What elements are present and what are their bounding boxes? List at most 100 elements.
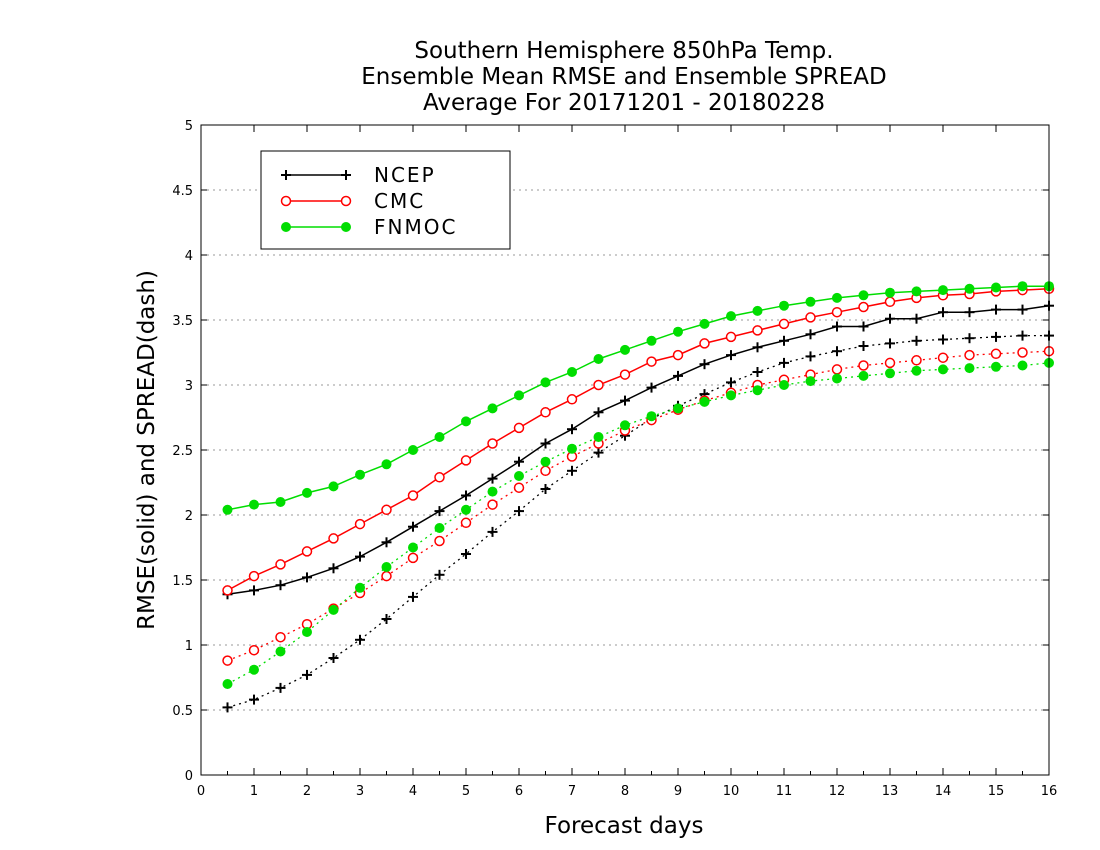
rmse-point-ncep [858,321,869,332]
spread-point-fnmoc [302,627,312,637]
rmse-point-cmc [805,312,816,323]
y-tick-label: 3.5 [172,314,193,329]
spread-line-ncep [227,334,1049,709]
spread-point-ncep [991,331,1001,342]
rmse-point-fnmoc [540,377,551,388]
rmse-point-fnmoc [779,300,789,311]
title-line-3: Average For 20171201 - 20180228 [423,90,825,116]
spread-point-cmc [990,348,1002,360]
x-tick-label: 1 [250,784,258,799]
spread-point-fnmoc [540,456,551,467]
legend-label: CMC [374,189,425,213]
series-fnmoc [222,281,1054,689]
spread-point-fnmoc [275,646,286,657]
title-line-1: Southern Hemisphere 850hPa Temp. [414,38,833,64]
rmse-point-cmc [831,306,843,318]
spread-point-cmc [407,552,419,564]
spread-point-ncep [885,338,895,349]
rmse-point-cmc [752,325,763,336]
rmse-point-cmc [407,490,419,501]
rmse-point-fnmoc [805,296,816,307]
legend-label: NCEP [374,163,436,187]
y-tick-label: 0 [185,769,193,784]
y-tick-label: 1.5 [172,574,193,589]
spread-point-fnmoc [646,411,657,422]
rmse-point-ncep [567,424,577,435]
x-tick-label: 11 [776,784,793,799]
spread-point-cmc [222,655,233,666]
y-tick-label: 3 [185,379,193,394]
x-tick-label: 8 [621,784,629,799]
x-tick-label: 3 [356,784,364,799]
rmse-point-fnmoc [646,335,657,346]
spread-point-cmc [964,349,975,361]
rmse-point-fnmoc [249,499,259,510]
rmse-point-ncep [514,456,524,467]
spread-point-cmc [540,465,551,477]
rmse-point-cmc [566,394,578,405]
spread-point-fnmoc [381,562,392,572]
rmse-line-ncep [227,304,1050,596]
rmse-point-cmc [460,455,472,466]
legend-label: FNMOC [374,215,457,239]
rmse-point-cmc [434,472,445,483]
spread-point-ncep [302,669,312,680]
series-cmc [222,283,1055,666]
spread-point-ncep [461,549,471,559]
spread-point-ncep [938,334,948,345]
rmse-point-ncep [620,395,630,406]
spread-point-fnmoc [726,390,736,401]
spread-point-ncep [805,351,816,362]
rmse-point-ncep [381,537,392,548]
rmse-point-ncep [699,359,710,370]
rmse-point-ncep [938,307,948,318]
rmse-point-cmc [328,533,339,544]
spread-point-ncep [964,333,975,344]
rmse-point-fnmoc [991,282,1001,293]
legend-entry-ncep: NCEP [281,163,436,187]
rmse-point-fnmoc [752,305,763,316]
rmse-point-fnmoc [885,287,895,298]
spread-point-cmc [937,352,949,363]
title-line-2: Ensemble Mean RMSE and Ensemble SPREAD [361,64,886,90]
spread-point-cmc [513,482,525,493]
rmse-point-ncep [911,313,922,324]
spread-point-ncep [858,341,869,351]
spread-point-fnmoc [514,471,524,481]
rmse-line-cmc [227,288,1050,592]
x-tick-label: 15 [988,784,1005,799]
rmse-point-ncep [434,506,445,517]
spread-point-cmc [248,644,260,656]
spread-point-ncep [408,591,418,602]
y-tick-label: 4 [185,249,193,264]
spread-point-fnmoc [991,361,1001,372]
spread-point-fnmoc [1017,360,1028,371]
rmse-point-cmc [725,331,737,343]
spread-point-fnmoc [567,443,577,454]
rmse-point-fnmoc [673,326,683,337]
series-layer [222,281,1055,713]
spread-point-ncep [381,614,392,624]
rmse-point-ncep [805,329,816,340]
spread-point-fnmoc [699,396,710,407]
rmse-point-fnmoc [938,285,948,296]
spread-point-ncep [355,634,365,645]
legend-marker-right [341,222,351,232]
y-tick-label: 2.5 [172,444,193,459]
spread-point-fnmoc [858,370,869,381]
rmse-point-ncep [752,342,763,353]
spread-point-ncep [567,465,577,476]
axis-ticks: 00.511.522.533.544.550 1 2 3 4 5 6 7 8 9 10 11 12 13 1… [172,119,1057,799]
rmse-point-fnmoc [620,344,630,355]
rmse-point-ncep [487,473,498,484]
rmse-point-cmc [540,407,551,418]
rmse-point-cmc [672,349,684,361]
rmse-point-cmc [381,504,392,516]
rmse-point-fnmoc [461,416,471,427]
chart-title: Southern Hemisphere 850hPa Temp. Ensembl… [361,38,886,116]
x-tick-label: 0 [197,784,205,799]
rmse-point-cmc [619,369,631,380]
x-tick-label: 7 [568,784,576,799]
spread-point-fnmoc [593,432,604,442]
x-tick-label: 10 [723,784,740,799]
